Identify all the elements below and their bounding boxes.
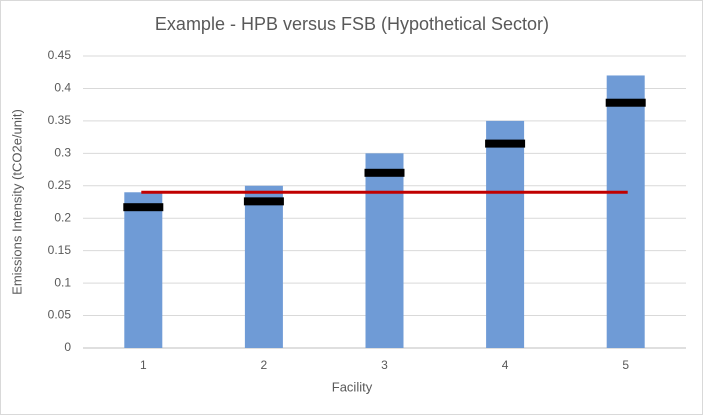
x-tick-label: 1 (140, 358, 147, 372)
benchmark-marker (123, 203, 164, 212)
x-tick-label: 2 (261, 358, 268, 372)
bar (486, 120, 525, 348)
x-tick-label: 5 (622, 358, 629, 372)
x-axis-label: Facility (332, 379, 373, 394)
y-tick-label: 0.05 (48, 308, 72, 322)
bar (365, 153, 404, 348)
bar (124, 192, 163, 348)
benchmark-marker (605, 98, 646, 107)
y-tick-label: 0.4 (54, 81, 71, 95)
y-tick-label: 0.2 (54, 210, 71, 224)
benchmark-marker (243, 197, 284, 206)
y-tick-label: 0.25 (48, 178, 72, 192)
y-tick-label: 0.15 (48, 243, 72, 257)
y-tick-label: 0.35 (48, 113, 72, 127)
bar (606, 75, 645, 348)
y-tick-label: 0.1 (54, 275, 71, 289)
x-tick-label: 3 (381, 358, 388, 372)
chart-title: Example - HPB versus FSB (Hypothetical S… (155, 14, 549, 34)
benchmark-marker (485, 139, 526, 148)
y-axis-label: Emissions Intensity (tCO2e/unit) (9, 109, 24, 295)
y-tick-label: 0.45 (48, 48, 72, 62)
benchmark-marker (364, 168, 405, 177)
y-tick-label: 0 (64, 340, 71, 354)
bar (244, 185, 283, 348)
x-tick-label: 4 (502, 358, 509, 372)
y-tick-label: 0.3 (54, 146, 71, 160)
